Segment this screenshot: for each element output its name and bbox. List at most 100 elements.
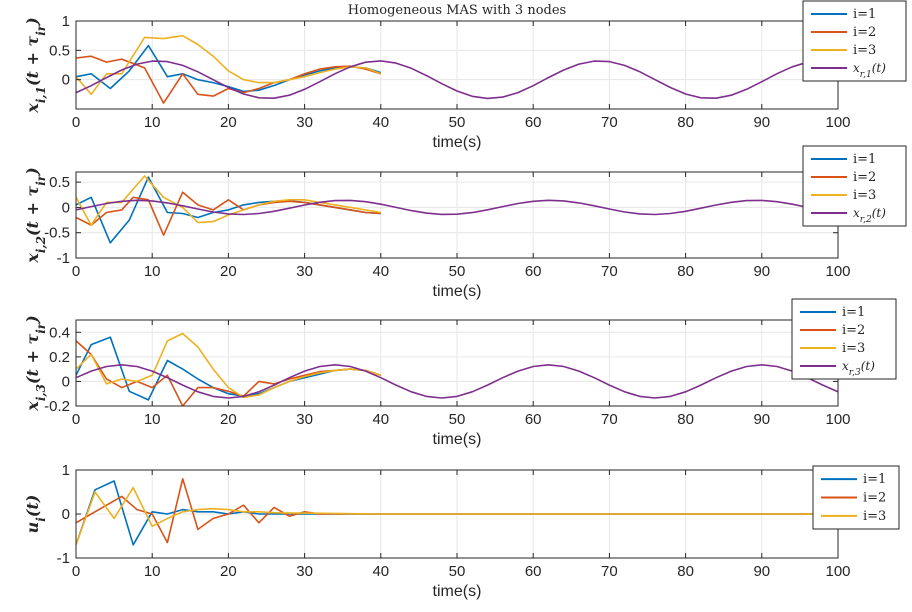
series-lines: [76, 477, 838, 546]
series-lines: [76, 175, 838, 244]
series-line-2: [76, 191, 381, 236]
x-tick-label: 90: [753, 411, 770, 428]
grid-lines: [75, 320, 839, 407]
x-axis-label: time(s): [433, 134, 482, 151]
y-tick-label: 0.5: [49, 42, 70, 59]
x-tick-label: 0: [72, 263, 80, 280]
x-tick-label: 100: [825, 563, 850, 580]
x-axis-label: time(s): [433, 583, 482, 600]
x-tick-label: 20: [220, 411, 237, 428]
legend-label-1: i=1: [853, 7, 876, 22]
x-tick-label: 10: [144, 411, 161, 428]
x-tick-label: 30: [296, 411, 313, 428]
legend: i=1 i=2 i=3: [812, 465, 900, 530]
x-tick-label: 70: [601, 263, 618, 280]
series-line-1: [76, 480, 838, 546]
legend-label-4: xr,1(t): [853, 61, 886, 80]
x-tick-label: 100: [825, 263, 850, 280]
y-axis-label: ui(t): [23, 495, 48, 534]
legend-label-2: i=2: [853, 25, 876, 40]
x-tick-label: 70: [601, 114, 618, 131]
y-tick-label: -0.2: [44, 398, 70, 415]
x-tick-label: 30: [296, 263, 313, 280]
legend-label-4: xr,3(t): [842, 359, 875, 378]
subplot-1: 0 10 20 30 40 50 60 70 80 90 100 0 0.5 1 time(s) xi,1(t…: [23, 0, 907, 151]
legend: i=1 i=2 i=3 xr,3(t): [791, 298, 897, 380]
y-axis-label: xi,3(t + τir): [23, 315, 48, 411]
legend-label-4: xr,2(t): [853, 206, 886, 225]
legend-label-3: i=3: [842, 341, 865, 356]
legend-label-3: i=3: [863, 509, 886, 524]
x-tick-label: 50: [449, 263, 466, 280]
x-tick-label: 50: [449, 114, 466, 131]
legend-label-1: i=1: [842, 305, 865, 320]
x-tick-label: 80: [677, 411, 694, 428]
y-tick-label: -0.5: [44, 225, 70, 242]
subplot-4: 0 10 20 30 40 50 60 70 80 90 100-101time(s)ui(t)i=…: [23, 462, 900, 600]
y-tick-label: 0.4: [49, 324, 70, 341]
x-tick-label: 70: [601, 411, 618, 428]
x-tick-label: 20: [220, 114, 237, 131]
y-axis-label: xi,1(t + τir): [23, 17, 48, 113]
x-tick-label: 10: [144, 263, 161, 280]
y-tick-label: 0.5: [49, 174, 70, 191]
series-lines: [76, 34, 838, 104]
legend-label-2: i=2: [842, 323, 865, 338]
y-tick-label: 0: [62, 72, 70, 89]
series-line-4: [76, 363, 838, 399]
x-tick-label: 90: [753, 263, 770, 280]
x-axis-label: time(s): [433, 431, 482, 448]
chart-title: Homogeneous MAS with 3 nodes: [348, 3, 566, 18]
legend: i=1 i=2 i=3 xr,2(t): [802, 145, 907, 227]
y-tick-label: -1: [57, 250, 70, 267]
x-tick-label: 40: [372, 563, 389, 580]
x-tick-label: 90: [753, 563, 770, 580]
legend-label-2: i=2: [853, 170, 876, 185]
x-tick-label: 20: [220, 563, 237, 580]
x-tick-label: 60: [525, 114, 542, 131]
series-line-4: [76, 199, 838, 216]
x-tick-label: 50: [449, 563, 466, 580]
x-tick-label: 20: [220, 263, 237, 280]
legend-label-3: i=3: [853, 188, 876, 203]
x-tick-label: 40: [372, 411, 389, 428]
y-tick-label: 1: [62, 13, 70, 30]
series-lines: [76, 332, 838, 406]
series-line-3: [76, 486, 838, 546]
x-tick-label: 0: [72, 114, 80, 131]
x-tick-label: 60: [525, 263, 542, 280]
series-line-4: [76, 60, 838, 100]
legend-label-1: i=1: [863, 472, 886, 487]
x-tick-label: 60: [525, 563, 542, 580]
x-tick-label: 80: [677, 263, 694, 280]
x-tick-label: 90: [753, 114, 770, 131]
legend-label-2: i=2: [863, 491, 886, 506]
x-tick-label: 40: [372, 263, 389, 280]
grid-lines: [75, 20, 839, 110]
x-tick-label: 80: [677, 114, 694, 131]
x-tick-label: 50: [449, 411, 466, 428]
legend-label-1: i=1: [853, 152, 876, 167]
x-axis-label: time(s): [433, 283, 482, 300]
x-tick-label: 30: [296, 563, 313, 580]
x-tick-label: 40: [372, 114, 389, 131]
x-tick-label: 0: [72, 411, 80, 428]
x-tick-label: 100: [825, 114, 850, 131]
x-tick-label: 10: [144, 563, 161, 580]
x-tick-label: 80: [677, 563, 694, 580]
subplot-2: 0 10 20 30 40 50 60 70 80 90 100 -1 -0.5 0 0.5 time(s) x…: [23, 145, 907, 300]
series-line-3: [76, 332, 382, 399]
subplot-3: 0 10 20 30 40 50 60 70 80 90 100-0.200.20.4time(s)…: [23, 298, 897, 448]
y-tick-label: 0: [62, 373, 70, 390]
y-axis-label: xi,2(t + τir): [23, 167, 48, 263]
x-tick-label: 30: [296, 114, 313, 131]
x-tick-label: 70: [601, 563, 618, 580]
series-line-3: [76, 175, 381, 226]
legend-label-3: i=3: [853, 43, 876, 58]
y-tick-label: 0: [62, 506, 70, 523]
x-tick-label: 60: [525, 411, 542, 428]
x-tick-label: 0: [72, 563, 80, 580]
x-tick-label: 100: [825, 411, 850, 428]
legend: i=1 i=2 i=3 xr,1(t): [802, 0, 907, 82]
